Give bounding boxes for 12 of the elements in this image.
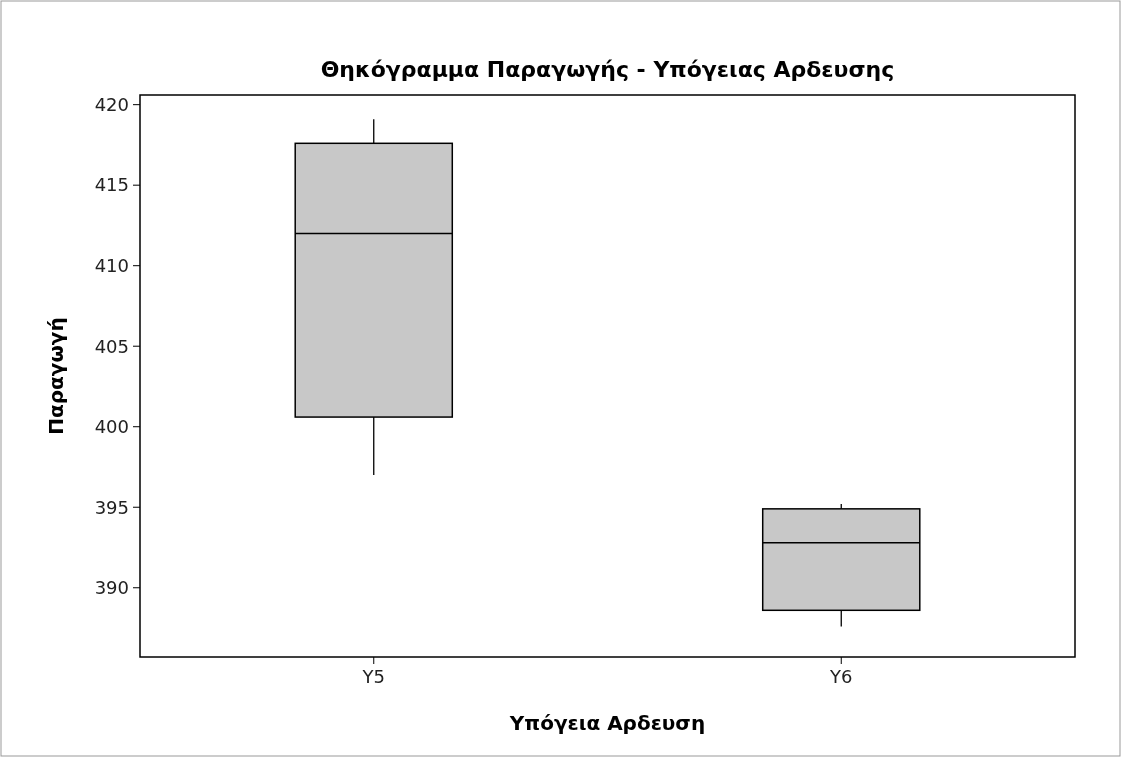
y-tick-label: 390 [94, 577, 129, 599]
y-tick-label: 415 [94, 174, 129, 196]
y-tick-label: 395 [94, 496, 129, 518]
x-tick-label: Y6 [829, 666, 853, 687]
y-tick-label: 420 [94, 93, 129, 115]
y-tick-label: 405 [94, 335, 129, 357]
chart-title: Θηκόγραμμα Παραγωγής - Υπόγειας Αρδευσης [320, 57, 895, 82]
y-tick-label: 410 [94, 254, 129, 276]
x-axis-title: Υπόγεια Αρδευση [508, 711, 706, 735]
y-axis-title: Παραγωγή [44, 317, 68, 435]
y-tick-label: 400 [94, 416, 129, 438]
x-tick-label: Y5 [361, 666, 385, 687]
